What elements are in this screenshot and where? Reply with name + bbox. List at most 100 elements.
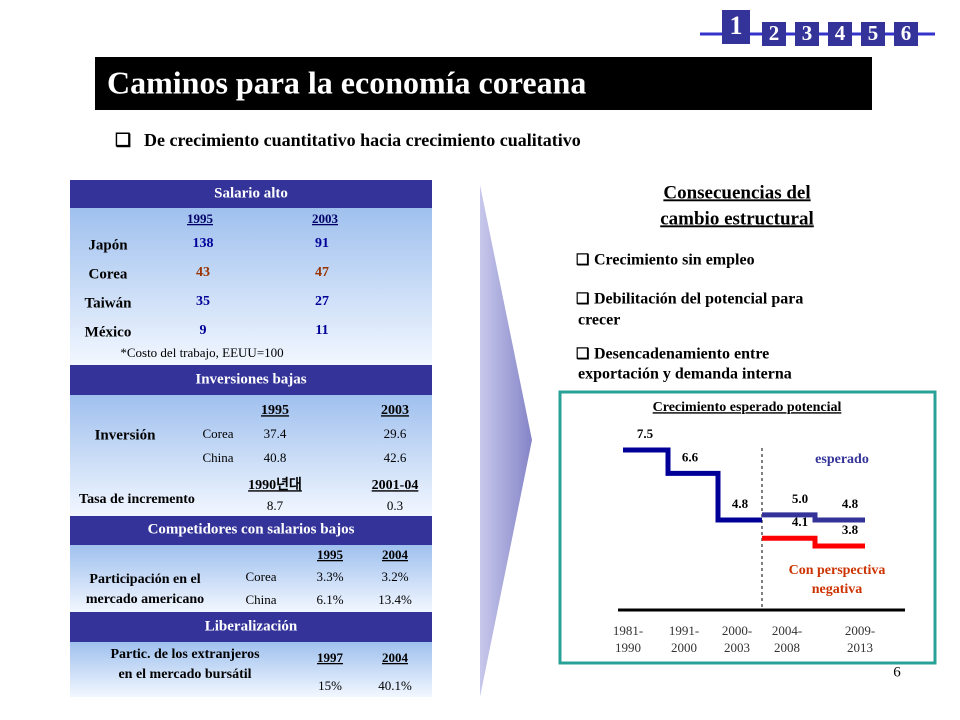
x-tick-label: 2000 xyxy=(671,640,697,655)
heading: Consecuencias del xyxy=(663,182,810,203)
label: 9 xyxy=(200,323,207,338)
x-tick-label: 1991- xyxy=(669,623,699,638)
label: 1995 xyxy=(261,403,289,418)
value-label: 7.5 xyxy=(637,426,654,441)
x-tick-label: 2004- xyxy=(772,623,802,638)
label: 6.1% xyxy=(316,592,343,607)
value-label: 4.8 xyxy=(842,496,859,511)
label: 91 xyxy=(315,236,329,251)
x-tick-label: 2000- xyxy=(722,623,752,638)
step-line xyxy=(762,535,865,549)
bullet-icon: ❑ xyxy=(576,346,589,362)
label: China xyxy=(202,450,233,465)
label: 1997 xyxy=(317,650,344,665)
nav-page xyxy=(828,22,852,46)
label: 1990년대 xyxy=(248,477,302,493)
label: Partic. de los extranjeros xyxy=(110,647,260,662)
label: 37.4 xyxy=(264,426,287,441)
value-label: 4.8 xyxy=(732,496,749,511)
bullet-icon: ❑ xyxy=(115,130,131,150)
nav-page-label: 6 xyxy=(901,21,912,45)
nav-page xyxy=(894,22,918,46)
x-tick-label: 2003 xyxy=(724,640,750,655)
label: 13.4% xyxy=(378,592,412,607)
title: Caminos para la economía coreana xyxy=(107,64,586,100)
x-tick-label: 2009- xyxy=(845,623,875,638)
nav-page-label: 4 xyxy=(835,21,846,45)
label: México xyxy=(85,324,132,340)
panel-header xyxy=(70,516,432,545)
label: 29.6 xyxy=(384,426,407,441)
panel-title: Salario alto xyxy=(214,185,288,201)
label: Corea xyxy=(202,426,233,441)
legend-label: esperado xyxy=(815,452,869,467)
label: 2004 xyxy=(382,547,409,562)
arrow xyxy=(480,185,532,697)
label: en el mercado bursátil xyxy=(118,667,251,682)
label: 2001-04 xyxy=(372,478,419,493)
value-label: 6.6 xyxy=(682,449,699,464)
panel-header xyxy=(70,365,432,395)
panel-title: Liberalización xyxy=(205,618,298,634)
bullet: exportación y demanda interna xyxy=(578,366,792,383)
label: 1995 xyxy=(317,547,344,562)
panel xyxy=(70,642,432,697)
label: Taiwán xyxy=(85,295,133,311)
panel-title: Inversiones bajas xyxy=(195,371,306,387)
chart-box xyxy=(558,390,937,665)
label: 43 xyxy=(196,265,210,280)
value-label: 4.1 xyxy=(792,514,808,529)
label: 11 xyxy=(315,323,328,338)
nav-current xyxy=(722,10,750,44)
bullet: Debilitación del potencial para xyxy=(594,291,803,308)
label: 0.3 xyxy=(387,498,403,513)
label: Tasa de incremento xyxy=(79,492,195,507)
panel-header xyxy=(70,612,432,642)
label: China xyxy=(245,592,276,607)
label: 3.2% xyxy=(381,569,408,584)
panel-header xyxy=(70,180,432,208)
label: 8.7 xyxy=(267,498,284,513)
label: 27 xyxy=(315,294,329,309)
nav-page xyxy=(795,22,819,46)
label: *Costo del trabajo, EEUU=100 xyxy=(120,345,283,360)
value-label: 3.8 xyxy=(842,522,859,537)
legend-label: Con perspectiva negativa xyxy=(789,563,886,597)
label: 15% xyxy=(318,678,342,693)
nav-page-label: 3 xyxy=(802,21,813,45)
x-tick-label: 1990 xyxy=(615,640,641,655)
label: 42.6 xyxy=(384,450,407,465)
label: Inversión xyxy=(95,427,157,443)
label: 35 xyxy=(196,294,210,309)
chart-title: Crecimiento esperado potencial xyxy=(653,400,842,415)
x-tick-label: 2008 xyxy=(774,640,800,655)
label: Corea xyxy=(89,266,128,282)
label: 138 xyxy=(193,236,214,251)
label: 3.3% xyxy=(316,569,343,584)
label: 40.1% xyxy=(378,678,412,693)
panel xyxy=(70,208,432,365)
nav-current-label: 1 xyxy=(730,11,743,40)
bullet-icon: ❑ xyxy=(576,291,589,307)
label: 40.8 xyxy=(264,450,287,465)
bullet-icon: ❑ xyxy=(576,252,589,268)
panel xyxy=(70,395,432,516)
bullet: Crecimiento sin empleo xyxy=(594,252,755,269)
label: 1995 xyxy=(187,211,214,226)
page-number: 6 xyxy=(893,664,901,680)
panel-title: Competidores con salarios bajos xyxy=(148,521,355,537)
label: Corea xyxy=(245,569,276,584)
panel xyxy=(70,545,432,612)
heading: cambio estructural xyxy=(660,208,814,229)
subtitle: De crecimiento cuantitativo hacia crecim… xyxy=(144,130,581,150)
label: 2003 xyxy=(381,403,409,418)
nav-page xyxy=(861,22,885,46)
step-line xyxy=(623,447,762,523)
bullet: Desencadenamiento entre xyxy=(594,346,769,363)
x-tick-label: 2013 xyxy=(847,640,873,655)
nav-page xyxy=(762,22,786,46)
label: Japón xyxy=(88,237,128,253)
label: mercado americano xyxy=(86,592,204,607)
label: Participación en el xyxy=(89,572,200,587)
